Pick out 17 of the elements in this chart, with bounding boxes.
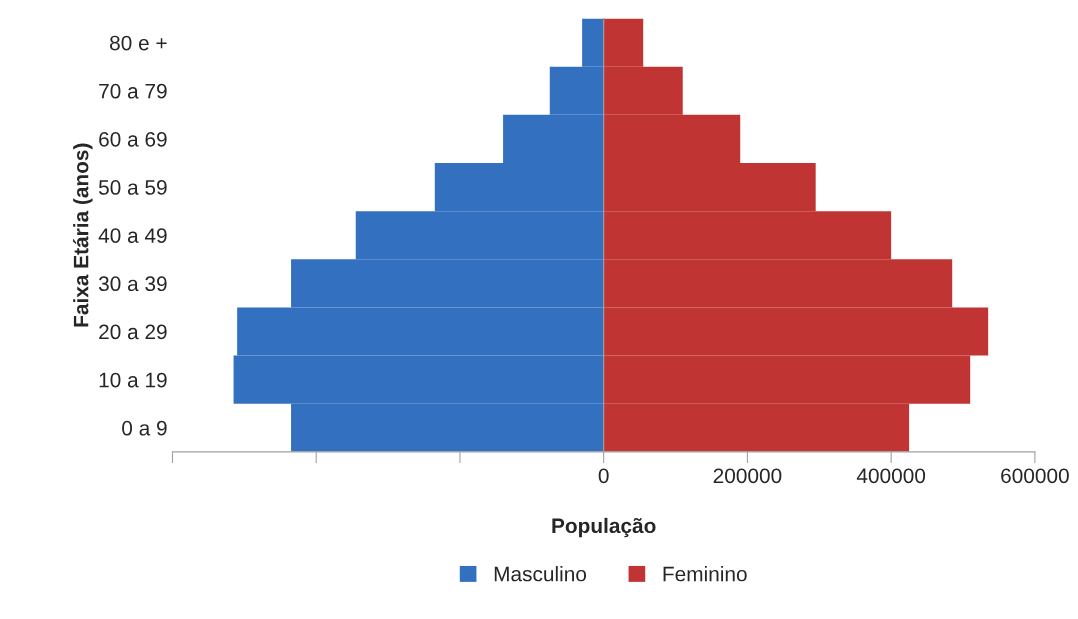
x-tick-label: 600000	[1001, 468, 1069, 484]
y-tick-label: 40 a 49	[98, 228, 167, 243]
y-tick-label: 0 a 9	[122, 420, 167, 436]
x-tick-label: 0	[598, 468, 609, 484]
y-tick-label: 50 a 59	[98, 180, 167, 195]
y-axis-title: Faixa Etária (anos)	[72, 143, 93, 327]
legend-label: Feminino	[663, 566, 747, 582]
y-tick-label: 30 a 39	[98, 276, 167, 292]
y-tick-label: 10 a 19	[99, 372, 167, 388]
x-tick-label: 200000	[713, 468, 782, 484]
y-tick-label: 80 e +	[110, 35, 167, 51]
y-tick-label: 60 a 69	[99, 131, 167, 147]
y-tick-label: 20 a 29	[99, 324, 167, 340]
x-tick-label: 400000	[856, 468, 926, 484]
y-tick-label: 70 a 79	[99, 83, 167, 99]
x-axis-title: População	[552, 517, 656, 538]
legend-label: Masculino	[494, 566, 587, 582]
